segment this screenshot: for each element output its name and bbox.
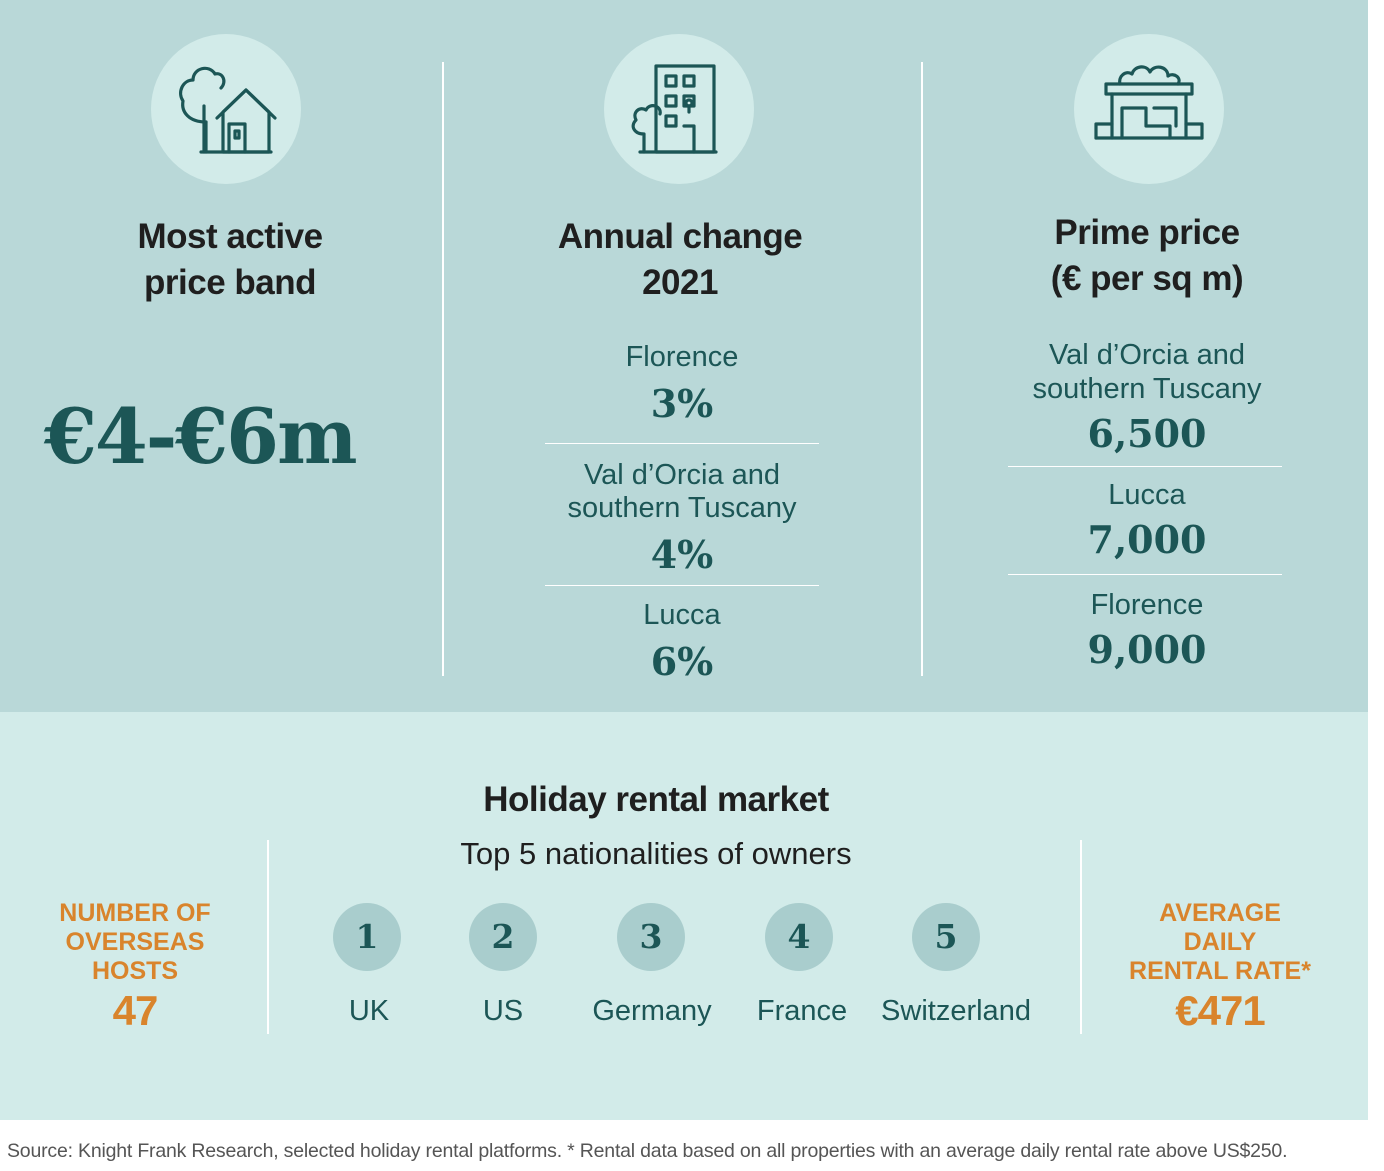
nationality-4: France	[756, 995, 848, 1027]
prime-price-label-florence: Florence	[1090, 589, 1204, 621]
rank-circle-3: 3	[617, 903, 685, 971]
average-daily-rate-value: €471	[1175, 987, 1265, 1034]
overseas-hosts-label: NUMBER OF OVERSEAS HOSTS	[20, 899, 250, 986]
prime-price-label-val-dorcia-2: southern Tuscany	[1032, 373, 1262, 405]
source-note: Source: Knight Frank Research, selected …	[7, 1140, 1288, 1162]
annual-change-divider-1	[545, 443, 819, 444]
rank-circle-1: 1	[333, 903, 401, 971]
prime-price-label-lucca: Lucca	[1108, 479, 1186, 511]
rank-circle-5: 5	[912, 903, 980, 971]
rank-circle-2: 2	[469, 903, 537, 971]
annual-change-heading: Annual change 2021	[500, 214, 860, 306]
prime-price-label-val-dorcia-1: Val d’Orcia and	[1048, 339, 1246, 371]
price-band-heading-line2: price band	[144, 263, 316, 302]
rank-circle-4: 4	[765, 903, 833, 971]
annual-change-value-florence: 3%	[650, 381, 714, 426]
price-band-heading: Most active price band	[60, 214, 400, 306]
column-divider-1	[442, 62, 444, 676]
column-divider-2	[921, 62, 923, 676]
storefront-icon	[1074, 34, 1224, 184]
annual-change-label-florence: Florence	[625, 341, 739, 373]
annual-change-value-val-dorcia: 4%	[650, 532, 714, 577]
prime-price-divider-1	[1008, 466, 1282, 467]
annual-change-heading-line2: 2021	[642, 263, 718, 302]
top-panel: Most active price band €4-€6m Annual cha…	[0, 0, 1368, 712]
overseas-hosts-label-line3: HOSTS	[91, 957, 179, 985]
prime-price-value-florence: 9,000	[1087, 627, 1207, 672]
average-daily-rate-label-line3: RENTAL RATE*	[1129, 957, 1311, 985]
price-band-heading-line1: Most active	[137, 217, 323, 256]
house-with-tree-icon	[151, 34, 301, 184]
overseas-hosts-label-line2: OVERSEAS	[65, 928, 205, 956]
overseas-hosts-label-line1: NUMBER OF	[59, 899, 211, 927]
annual-change-heading-line1: Annual change	[557, 217, 803, 256]
annual-change-divider-2	[545, 585, 819, 586]
rental-subtitle: Top 5 nationalities of owners	[460, 836, 852, 871]
prime-price-heading-line2: (€ per sq m)	[1050, 259, 1244, 298]
prime-price-value-lucca: 7,000	[1087, 517, 1207, 562]
nationality-2: US	[482, 995, 524, 1027]
average-daily-rate-label: AVERAGE DAILY RENTAL RATE*	[1100, 899, 1340, 986]
apartment-building-icon	[604, 34, 754, 184]
average-daily-rate-label-line2: DAILY	[1183, 928, 1257, 956]
annual-change-label-val-dorcia-1: Val d’Orcia and	[583, 459, 781, 491]
nationality-1: UK	[348, 995, 390, 1027]
prime-price-heading-line1: Prime price	[1054, 213, 1240, 252]
nationality-3: Germany	[592, 995, 712, 1027]
prime-price-divider-2	[1008, 574, 1282, 575]
prime-price-heading: Prime price (€ per sq m)	[977, 210, 1317, 302]
annual-change-label-val-dorcia-2: southern Tuscany	[567, 492, 797, 524]
nationality-5: Switzerland	[881, 995, 1031, 1027]
annual-change-label-lucca: Lucca	[643, 599, 721, 631]
rental-title: Holiday rental market	[483, 780, 829, 819]
average-daily-rate-label-line1: AVERAGE	[1159, 899, 1281, 927]
overseas-hosts-value: 47	[112, 987, 159, 1034]
rental-divider-right	[1080, 840, 1082, 1034]
price-band-value: €4-€6m	[44, 392, 357, 481]
prime-price-value-val-dorcia: 6,500	[1087, 411, 1207, 456]
annual-change-value-lucca: 6%	[650, 639, 714, 684]
rental-divider-left	[267, 840, 269, 1034]
holiday-rental-panel: Holiday rental market Top 5 nationalitie…	[0, 712, 1368, 1120]
